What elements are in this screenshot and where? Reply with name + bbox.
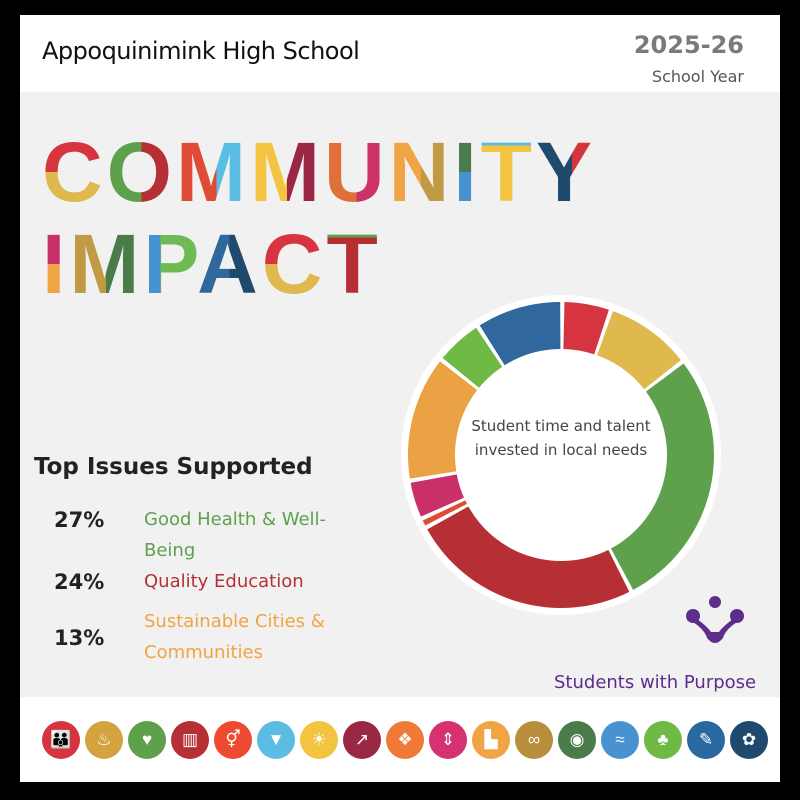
title-letter: O [106, 125, 177, 219]
fish-icon: ≈ [601, 721, 639, 759]
body: COMMUNITY IMPACT Top Issues Supported 27… [20, 92, 780, 697]
issue-percent: 27% [54, 508, 105, 532]
title-letter: I [453, 125, 481, 219]
title-letter: C [261, 217, 327, 311]
school-year-label: School Year [651, 67, 744, 86]
donut-segment [563, 302, 609, 355]
title-letter: M [250, 125, 324, 219]
issues-heading: Top Issues Supported [34, 454, 313, 480]
donut-center-text: Student time and talent invested in loca… [471, 417, 651, 459]
issue-label: Quality Education [144, 571, 304, 592]
donut-segment [422, 500, 467, 526]
title-letter: T [326, 217, 382, 311]
students-with-purpose-logo-icon [686, 596, 744, 643]
bowl-icon: ♨ [85, 721, 123, 759]
title-letter: U [323, 125, 389, 219]
title-letter: Y [535, 125, 597, 219]
title-letter: A [197, 217, 262, 311]
sun-icon: ☀ [300, 721, 338, 759]
title-letter: M [176, 125, 250, 219]
sdg-icon-row: 👪 ♨ ♥ ▥ ⚥ ▼ ☀ ↗ ❖ ⇕ ▙ ∞ ◉ ≈ ♣ ✎ ✿ [42, 721, 768, 759]
equality-icon: ⇕ [429, 721, 467, 759]
tree-icon: ♣ [644, 721, 682, 759]
donut-segment [410, 474, 464, 517]
donut-segment [479, 302, 561, 366]
issue-label: Sustainable Cities & Communities [144, 611, 325, 663]
rings-icon: ✿ [730, 721, 768, 759]
title-letter: P [143, 217, 198, 311]
dove-icon: ✎ [687, 721, 725, 759]
title-letter: N [388, 125, 454, 219]
book-icon: ▥ [171, 721, 209, 759]
city-icon: ▙ [472, 721, 510, 759]
gender-icon: ⚥ [214, 721, 252, 759]
school-year: 2025-26 [633, 31, 744, 59]
issue-label: Good Health & Well-Being [144, 509, 327, 561]
brand-name: Students with Purpose [554, 672, 757, 693]
title-community: COMMUNITY [42, 130, 596, 214]
issue-percent: 13% [54, 626, 105, 650]
donut-chart [401, 295, 721, 615]
water-icon: ▼ [257, 721, 295, 759]
title-letter: I [42, 217, 70, 311]
people-icon: 👪 [42, 721, 80, 759]
card: Appoquinimink High School 2025-26 School… [20, 15, 780, 782]
donut-segment [427, 506, 630, 608]
heartbeat-icon: ♥ [128, 721, 166, 759]
title-letter: T [480, 125, 536, 219]
title-letter: M [69, 217, 144, 311]
title-letter: C [42, 125, 107, 219]
header: Appoquinimink High School 2025-26 School… [20, 15, 780, 92]
donut-segment [610, 363, 714, 590]
title-impact: IMPACT [42, 222, 382, 306]
infinity-icon: ∞ [515, 721, 553, 759]
issue-percent: 24% [54, 570, 105, 594]
eye-icon: ◉ [558, 721, 596, 759]
donut-segment [408, 361, 478, 479]
cubes-icon: ❖ [386, 721, 424, 759]
school-name: Appoquinimink High School [42, 37, 360, 65]
donut-segment [442, 327, 503, 388]
growth-chart-icon: ↗ [343, 721, 381, 759]
donut-segment [597, 311, 682, 390]
